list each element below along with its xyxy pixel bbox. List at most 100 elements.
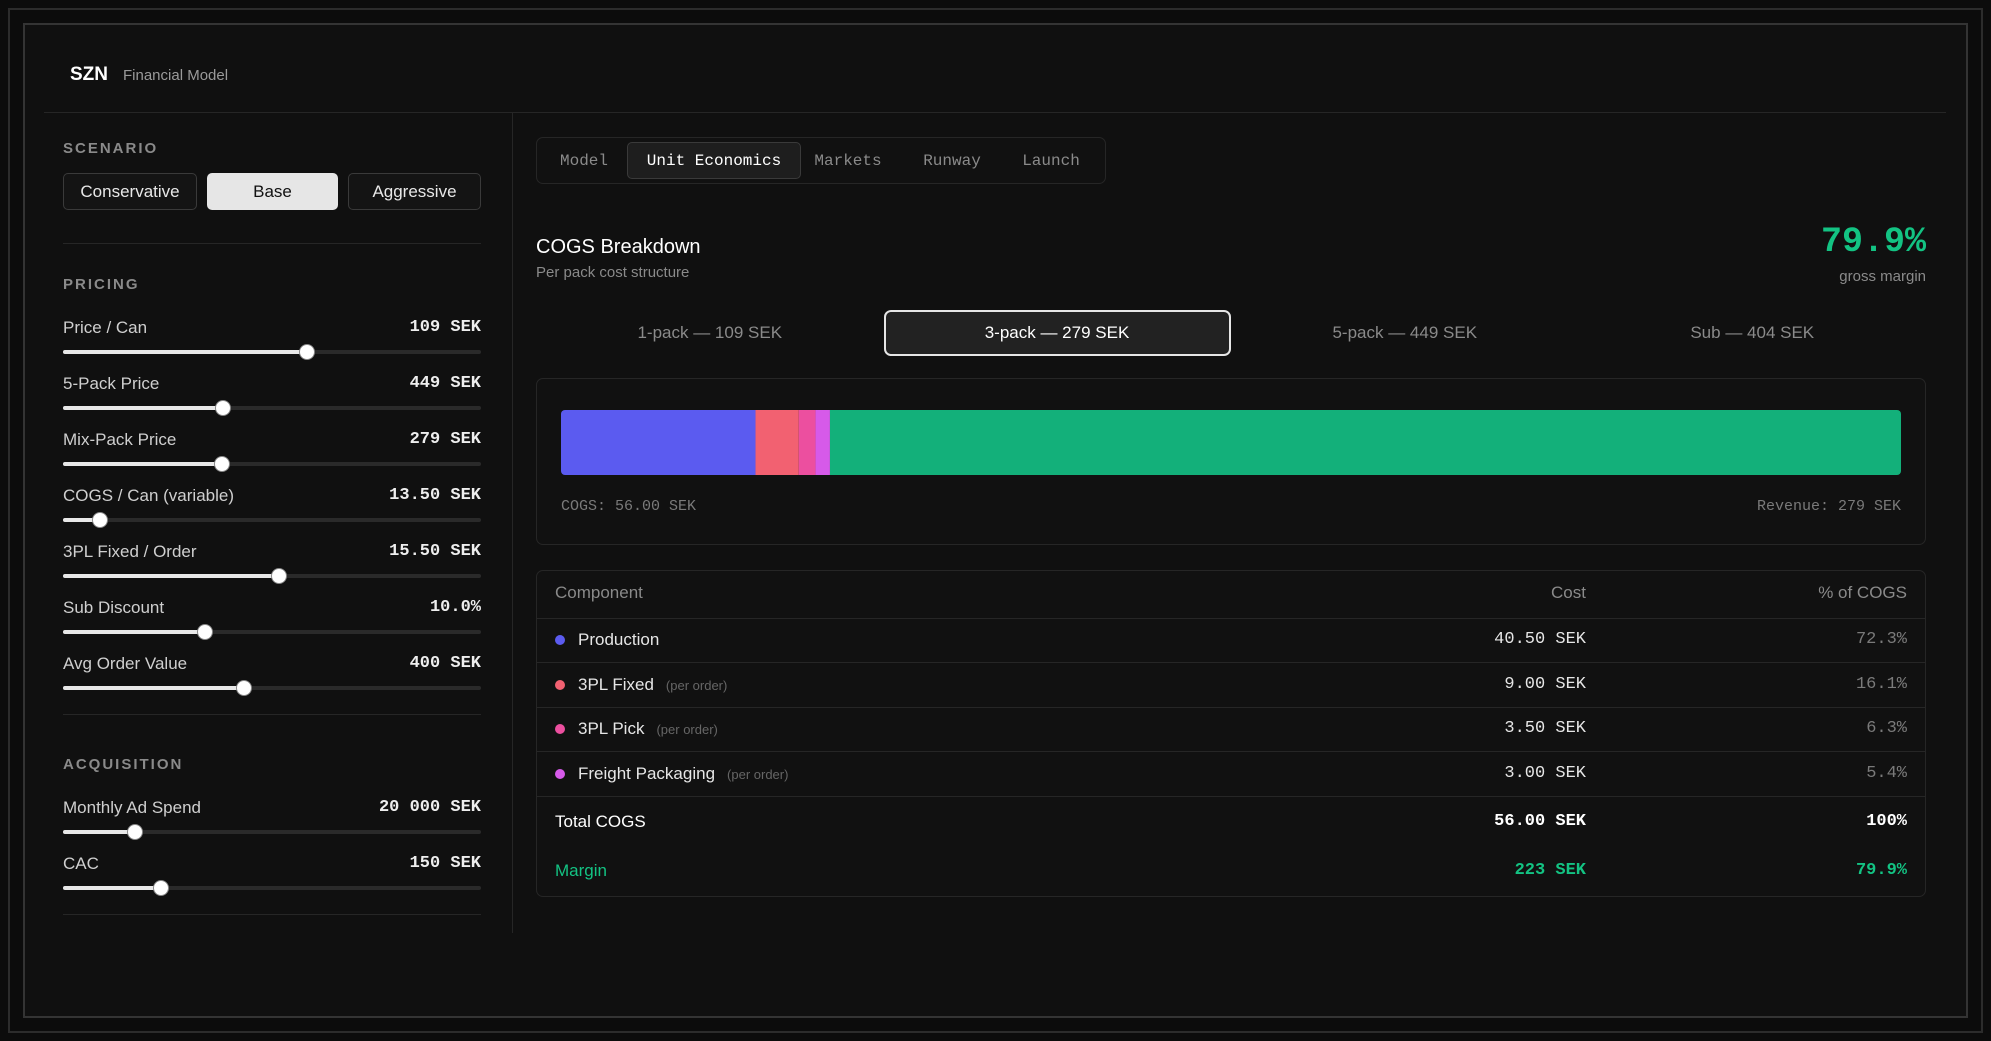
component-note: (per order)	[727, 766, 789, 782]
slider-knob[interactable]	[213, 456, 230, 472]
component-name: 3PL Pick (per order)	[578, 719, 718, 738]
divider	[63, 714, 481, 715]
slider-knob[interactable]	[127, 824, 144, 840]
frame	[8, 8, 1983, 1033]
pack-tab[interactable]: 1-pack — 109 SEK	[637, 323, 783, 342]
row-divider	[537, 618, 1925, 619]
tab[interactable]: Markets	[814, 151, 882, 170]
slider-label: 5-Pack Price	[63, 374, 160, 393]
component-note: (per order)	[665, 677, 728, 693]
section-label: ACQUISITION	[63, 756, 184, 773]
slider-label: Mix-Pack Price	[63, 430, 177, 449]
bar-segment	[815, 410, 830, 475]
bar-segment	[829, 410, 1901, 475]
stacked-bar	[561, 410, 1901, 475]
pack-tab[interactable]: 3-pack — 279 SEK	[883, 310, 1231, 356]
legend-dot	[555, 768, 565, 779]
slider-label: 3PL Fixed / Order	[63, 542, 197, 561]
pack-tab[interactable]: 5-pack — 449 SEK	[1332, 323, 1478, 342]
tab[interactable]: Launch	[1022, 151, 1080, 170]
tab[interactable]: Unit Economics	[627, 142, 801, 179]
bar-segment	[755, 410, 799, 475]
slider-label: Sub Discount	[63, 598, 165, 617]
tab[interactable]: Runway	[923, 151, 981, 170]
component-name: Production	[578, 630, 660, 649]
panel-title: COGS Breakdown	[536, 236, 701, 258]
header-subtitle: Financial Model	[123, 67, 229, 84]
slider-knob[interactable]	[271, 568, 288, 584]
slider-fill	[63, 630, 206, 634]
cost: 40.50 SEK	[1494, 630, 1586, 649]
slider-track	[63, 462, 481, 466]
row-divider	[537, 751, 1925, 752]
slider-value: 20 000 SEK	[378, 798, 481, 817]
slider-fill	[63, 574, 280, 578]
slider-track	[63, 830, 481, 834]
bar-segment	[561, 410, 756, 475]
slider-value: 13.50 SEK	[389, 486, 481, 505]
scenario-button[interactable]: Conservative	[63, 173, 197, 210]
slider-value: 279 SEK	[409, 430, 481, 449]
total-name: Total COGS	[555, 812, 646, 831]
slider-value: 150 SEK	[409, 854, 481, 873]
component-note: (per order)	[656, 722, 718, 737]
cost: 3.50 SEK	[1504, 719, 1586, 738]
share: 16.1%	[1855, 674, 1907, 694]
row-divider	[537, 706, 1925, 708]
slider-value: 15.50 SEK	[389, 542, 481, 561]
slider-fill	[63, 462, 222, 466]
share: 6.3%	[1866, 719, 1907, 738]
margin-value: 79.9%	[1820, 222, 1926, 262]
total-share: 100%	[1866, 812, 1907, 831]
bar-segment	[798, 410, 816, 475]
revenue-label: Revenue: 279 SEK	[1756, 498, 1901, 515]
cost: 9.00 SEK	[1504, 674, 1586, 694]
slider-track	[63, 518, 481, 522]
scenario-button[interactable]: Base	[207, 173, 338, 210]
slider-knob[interactable]	[215, 400, 232, 416]
header-divider	[44, 112, 1946, 113]
slider-knob[interactable]	[299, 344, 316, 360]
slider-knob[interactable]	[152, 880, 169, 896]
slider-label: COGS / Can (variable)	[63, 486, 234, 505]
legend-dot	[555, 679, 565, 690]
column-header: % of COGS	[1818, 583, 1907, 602]
slider-value: 449 SEK	[409, 374, 481, 393]
tab[interactable]: Model	[559, 151, 608, 170]
slider-value: 109 SEK	[409, 318, 481, 337]
brand: SZN	[70, 64, 108, 85]
table-card	[536, 570, 1926, 897]
slider-value: 400 SEK	[409, 654, 481, 673]
pack-tab[interactable]: Sub — 404 SEK	[1690, 323, 1815, 342]
slider-knob[interactable]	[91, 512, 108, 528]
slider-fill	[63, 830, 136, 834]
component-name: 3PL Fixed (per order)	[578, 674, 728, 694]
scenario-button[interactable]: Aggressive	[348, 173, 481, 210]
divider	[63, 243, 481, 244]
cogs-label: COGS: 56.00 SEK	[561, 498, 697, 515]
slider-knob[interactable]	[235, 680, 252, 696]
margin-cost: 223 SEK	[1514, 861, 1586, 880]
row-divider	[537, 795, 1925, 797]
slider-track	[63, 630, 481, 634]
divider	[63, 914, 481, 915]
sidebar-divider	[512, 113, 513, 933]
slider-track	[63, 686, 481, 690]
slider-label: CAC	[63, 854, 99, 873]
column-header: Component	[555, 583, 643, 602]
slider-fill	[63, 886, 161, 890]
section-label: SCENARIO	[63, 140, 159, 157]
cost: 3.00 SEK	[1504, 763, 1586, 783]
legend-dot	[555, 724, 565, 734]
slider-knob[interactable]	[197, 624, 214, 640]
panel-subtitle: Per pack cost structure	[536, 264, 690, 281]
share: 5.4%	[1866, 763, 1907, 783]
row-divider	[537, 662, 1925, 663]
slider-track	[63, 886, 481, 890]
legend-dot	[555, 635, 565, 645]
total-cost: 56.00 SEK	[1494, 812, 1586, 831]
margin-name: Margin	[555, 861, 607, 880]
slider-label: Monthly Ad Spend	[63, 798, 201, 817]
component-name: Freight Packaging (per order)	[578, 763, 789, 783]
